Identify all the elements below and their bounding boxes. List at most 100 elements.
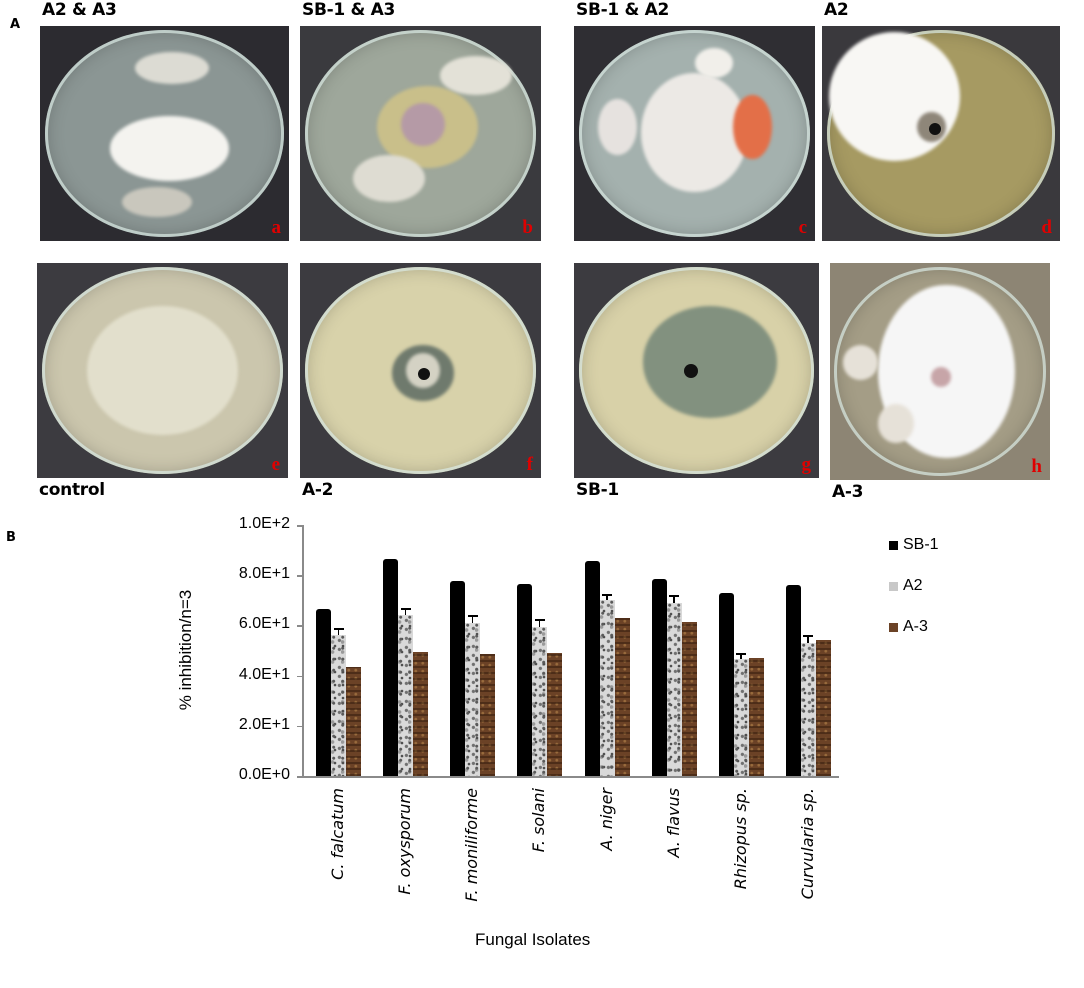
bar-a-3-1 bbox=[413, 651, 429, 776]
y-tick-label: 8.0E+1 bbox=[238, 565, 290, 583]
error-bar-cap bbox=[534, 619, 545, 622]
error-bar-cap bbox=[803, 635, 814, 638]
error-bar-cap bbox=[467, 615, 478, 618]
legend-label: A2 bbox=[903, 577, 923, 594]
bar-a-3-5 bbox=[681, 621, 697, 776]
petri-dish-photo-f: f bbox=[300, 263, 541, 478]
photo-title-h: A-3 bbox=[832, 482, 864, 502]
bar-a2-3 bbox=[532, 626, 548, 776]
bar-a2-6 bbox=[733, 659, 749, 776]
photo-corner-letter-f: f bbox=[526, 454, 533, 475]
y-tick-label: 0.0E+0 bbox=[238, 766, 290, 783]
photo-title-e: control bbox=[39, 480, 105, 500]
error-bar bbox=[404, 607, 407, 616]
y-tick-label: 6.0E+1 bbox=[238, 615, 290, 633]
bar-sb-1-0 bbox=[316, 609, 331, 776]
petri-dish-photo-c: c bbox=[574, 26, 815, 241]
error-bar bbox=[337, 627, 339, 636]
x-category-label: F. moniliforme bbox=[462, 788, 482, 902]
y-tick bbox=[297, 776, 302, 778]
photo-title-b: SB-1 & A3 bbox=[302, 0, 396, 20]
fungal-colony bbox=[109, 116, 230, 181]
photo-corner-letter-c: c bbox=[798, 217, 807, 238]
bar-a2-7 bbox=[800, 642, 816, 776]
error-bar bbox=[606, 594, 608, 601]
bar-sb-1-7 bbox=[785, 585, 801, 776]
photo-title-g: SB-1 bbox=[576, 480, 619, 500]
panel-b-label: B bbox=[6, 530, 16, 545]
agar-well bbox=[418, 368, 431, 381]
photo-title-f: A-2 bbox=[302, 480, 334, 500]
x-category-label: A. niger bbox=[596, 788, 616, 851]
error-bar-cap bbox=[400, 607, 411, 610]
petri-dish-photo-h: h bbox=[830, 263, 1050, 480]
photo-corner-letter-d: d bbox=[1041, 217, 1052, 238]
photo-corner-letter-a: a bbox=[271, 217, 282, 238]
fungal-colony bbox=[122, 187, 192, 218]
bar-a-3-0 bbox=[346, 666, 361, 776]
fungal-colony bbox=[642, 306, 778, 418]
legend-item-a-3: A-3 bbox=[889, 618, 928, 636]
bar-sb-1-5 bbox=[651, 578, 667, 776]
petri-dish-photo-b: b bbox=[300, 26, 541, 241]
photo-corner-letter-b: b bbox=[522, 217, 533, 238]
x-axis-line bbox=[302, 776, 839, 778]
fungal-colony bbox=[87, 306, 238, 435]
legend-swatch-icon bbox=[889, 581, 898, 591]
x-category-label: F. solani bbox=[529, 788, 549, 853]
petri-dish-photo-d: d bbox=[822, 26, 1060, 241]
error-bar-cap bbox=[736, 653, 747, 655]
error-bar bbox=[538, 619, 541, 627]
fungal-colony bbox=[134, 51, 210, 85]
panel-a-label: A bbox=[10, 17, 21, 32]
y-tick-label: 4.0E+1 bbox=[238, 665, 290, 683]
petri-dish-photo-g: g bbox=[574, 263, 819, 478]
y-tick bbox=[297, 525, 302, 527]
fungal-colony bbox=[353, 155, 426, 203]
fungal-colony bbox=[598, 99, 637, 155]
error-bar bbox=[673, 595, 675, 603]
fungal-colony bbox=[641, 73, 748, 192]
bar-a-3-4 bbox=[614, 617, 630, 776]
bar-a2-0 bbox=[331, 635, 346, 776]
legend-label: A-3 bbox=[903, 618, 928, 635]
x-category-label: Curvularia sp. bbox=[797, 788, 817, 900]
error-bar bbox=[740, 653, 742, 660]
agar-well bbox=[929, 122, 942, 135]
error-bar bbox=[807, 635, 809, 643]
x-axis-title: Fungal Isolates bbox=[475, 930, 591, 949]
error-bar bbox=[471, 615, 474, 623]
bar-sb-1-1 bbox=[383, 558, 399, 776]
petri-dish-photo-a: a bbox=[40, 26, 289, 241]
photo-corner-letter-e: e bbox=[271, 454, 280, 475]
x-category-label: C. falcatum bbox=[328, 788, 347, 880]
fungal-colony bbox=[843, 345, 879, 381]
photo-title-d: A2 bbox=[824, 0, 849, 20]
y-tick bbox=[297, 725, 302, 728]
agar-well bbox=[684, 364, 699, 379]
y-tick bbox=[297, 575, 302, 577]
error-bar-cap bbox=[333, 627, 344, 630]
petri-dish-photo-e: e bbox=[37, 263, 288, 478]
legend-label: SB-1 bbox=[903, 536, 939, 553]
legend-swatch-icon bbox=[889, 622, 898, 632]
x-category-label: Rhizopus sp. bbox=[730, 788, 750, 890]
bar-a2-4 bbox=[599, 600, 615, 776]
photo-corner-letter-h: h bbox=[1031, 456, 1042, 477]
y-tick bbox=[297, 675, 302, 678]
bar-sb-1-6 bbox=[718, 592, 734, 776]
photo-title-a: A2 & A3 bbox=[42, 0, 117, 20]
y-axis-line bbox=[302, 525, 304, 776]
fungal-colony bbox=[401, 103, 445, 147]
fungal-colony bbox=[931, 367, 951, 387]
fungal-colony bbox=[694, 47, 734, 78]
bar-a2-5 bbox=[666, 602, 682, 776]
y-tick bbox=[297, 625, 302, 627]
legend-item-a2: A2 bbox=[889, 577, 923, 595]
bar-a-3-3 bbox=[547, 653, 563, 776]
bar-a-3-6 bbox=[748, 658, 764, 776]
legend-item-sb-1: SB-1 bbox=[889, 536, 939, 554]
bar-a-3-2 bbox=[480, 654, 496, 776]
bar-a2-1 bbox=[398, 615, 414, 776]
y-tick-label: 2.0E+1 bbox=[238, 715, 290, 733]
